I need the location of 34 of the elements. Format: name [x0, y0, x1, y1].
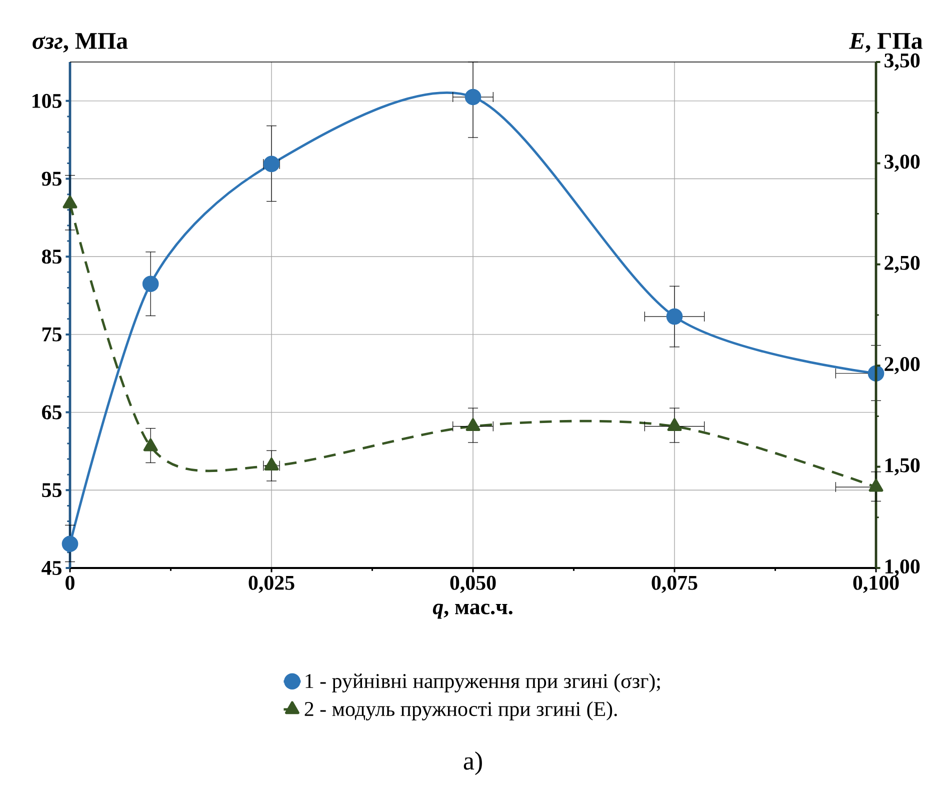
point — [667, 418, 682, 431]
text: а) — [464, 752, 482, 776]
y-tick-label: 75 — [42, 328, 62, 342]
point — [868, 478, 884, 492]
point — [143, 438, 158, 452]
x-axis-title: q, мас.ч. — [432, 604, 512, 619]
legend-label: 1 - руйнівні напруження при згині (σзг); — [306, 673, 660, 692]
x-tick-label: 0 — [66, 576, 74, 590]
point — [62, 536, 78, 552]
y2-tick-label: 2,50 — [884, 256, 920, 273]
point — [464, 88, 482, 106]
y-tick-label: 105 — [32, 94, 62, 108]
y-tick-label: 85 — [42, 250, 62, 264]
y2-tick-label: 1,00 — [885, 559, 920, 577]
y2-axis-title: E, ГПа — [849, 33, 922, 52]
point — [142, 276, 159, 292]
y-tick-label: 55 — [42, 483, 62, 498]
point — [62, 196, 78, 208]
y-tick-label: 45 — [42, 561, 62, 575]
y2-tick-label: 2,00 — [884, 357, 920, 374]
x-tick-label: 0,075 — [652, 576, 698, 593]
y2-tick-label: 3,00 — [884, 154, 920, 172]
x-tick-label: 0,025 — [248, 576, 294, 593]
x-tick-label: 0,100 — [853, 576, 899, 593]
y-axis-title: σзг, МПа — [32, 33, 128, 52]
y-tick-label: 65 — [42, 405, 62, 420]
y-tick-label: 95 — [42, 172, 62, 186]
point — [666, 308, 683, 325]
x-tick-label: 0,050 — [450, 576, 496, 593]
y2-tick-label: 1,50 — [885, 458, 920, 476]
point — [263, 156, 280, 172]
legend-label: 2 - модуль пружності при згині (E). — [304, 701, 617, 720]
y2-tick-label: 3,50 — [884, 53, 920, 71]
point — [466, 418, 480, 431]
